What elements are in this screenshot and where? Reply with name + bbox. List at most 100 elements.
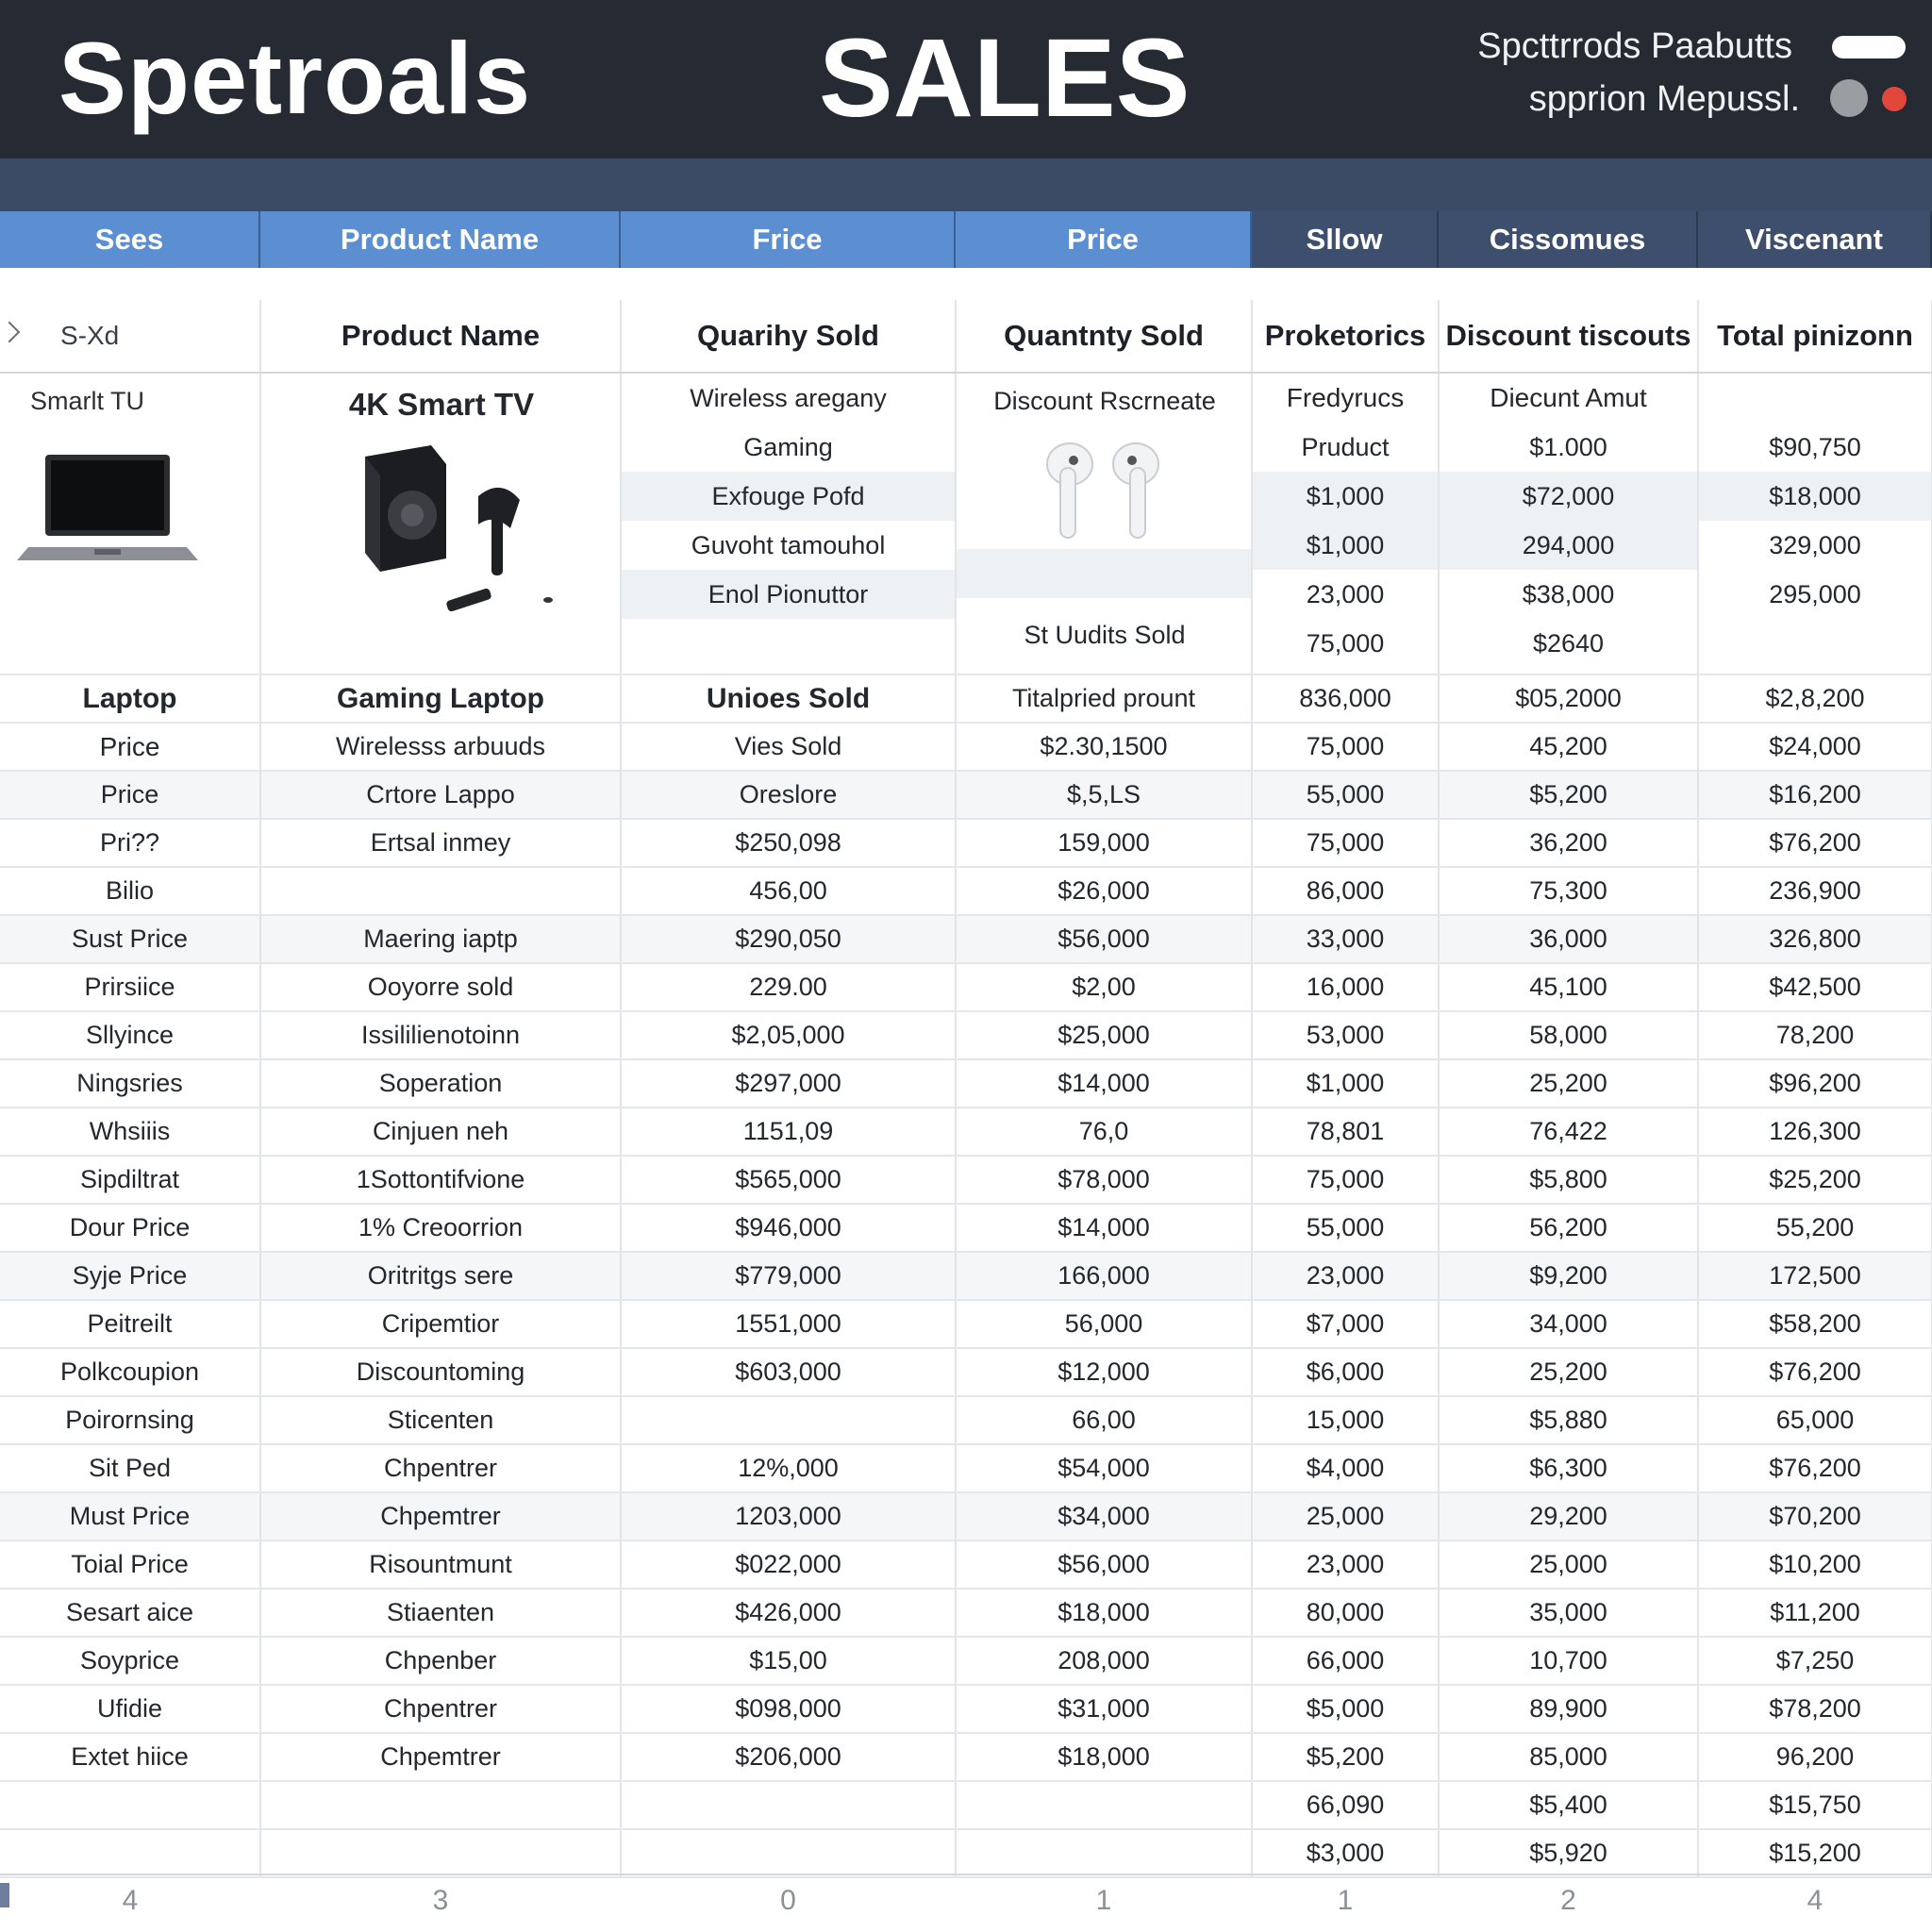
column-tabs: Sees Product Name Frice Price Sllow Ciss… (0, 211, 1932, 268)
table-cell: $25,000 (956, 1011, 1253, 1060)
tab-sees[interactable]: Sees (0, 211, 260, 268)
pager-indicator (0, 1883, 9, 1907)
table-cell (956, 1781, 1253, 1830)
table-cell: 326,800 (1698, 915, 1932, 964)
table-cell: $14,000 (956, 1059, 1253, 1108)
table-cell: 836,000 (1252, 675, 1440, 724)
table-cell: Poirornsing (0, 1396, 261, 1445)
table-row[interactable]: Pri?? Ertsal inmey $250,098 159,000 75,000 36… (0, 819, 1932, 868)
toggle-pill[interactable] (1832, 36, 1906, 58)
table-cell: $31,000 (956, 1685, 1253, 1734)
image-cell-values: Diecunt Amut $1.000 $72,000 294,000 $38,… (1439, 373, 1699, 675)
table-row[interactable]: Extet hiice Chpemtrer $206,000 $18,000 $5,20… (0, 1733, 1932, 1782)
tab-price[interactable]: Price (956, 211, 1252, 268)
table-row[interactable]: Sust Price Maering iaptp $290,050 $56,000 33… (0, 915, 1932, 964)
page-number[interactable]: 4 (1807, 1885, 1824, 1916)
table-row[interactable]: Ningsries Soperation $297,000 $14,000 $1,000… (0, 1059, 1932, 1108)
table-row[interactable]: Whsiiis Cinjuen neh 1151,09 76,0 78,801 76,42… (0, 1108, 1932, 1157)
page-number[interactable]: 1 (1337, 1885, 1354, 1916)
table-row[interactable]: Soyprice Chpenber $15,00 208,000 66,000 10,70… (0, 1637, 1932, 1686)
column-header[interactable]: Total pinizonn (1698, 300, 1932, 374)
table-cell: 1% Creoorrion (260, 1204, 622, 1253)
image-cell-list: Wireless aregany Gaming Exfouge Pofd Guv… (621, 373, 957, 675)
column-header[interactable]: Product Name (260, 300, 622, 374)
page-number[interactable]: 1 (1095, 1885, 1112, 1916)
table-cell: 65,000 (1698, 1396, 1932, 1445)
table-cell: 25,200 (1439, 1348, 1699, 1397)
table-cell (621, 1396, 957, 1445)
table-cell: $96,200 (1698, 1059, 1932, 1108)
table-cell: 35,000 (1439, 1589, 1699, 1638)
table-cell: Risountmunt (260, 1541, 622, 1590)
tab-frice[interactable]: Frice (621, 211, 956, 268)
table-row[interactable]: Sipdiltrat 1Sottontifvione $565,000 $78,000… (0, 1156, 1932, 1205)
table-row[interactable]: Laptop Gaming Laptop Unioes Sold Titalpried… (0, 675, 1932, 724)
table-cell: Sllyince (0, 1011, 261, 1060)
table-cell: $54,000 (956, 1444, 1253, 1493)
table-row[interactable]: Prirsiice Ooyorre sold 229.00 $2,00 16,000 45… (0, 963, 1932, 1012)
table-row[interactable]: Dour Price 1% Creoorrion $946,000 $14,000 55… (0, 1204, 1932, 1253)
table-row[interactable]: Ufidie Chpentrer $098,000 $31,000 $5,000 89,9… (0, 1685, 1932, 1734)
table-cell (260, 1781, 622, 1830)
column-header[interactable]: Proketorics (1252, 300, 1440, 374)
tab-customers[interactable]: Cissomues (1439, 211, 1698, 268)
list-item (1699, 619, 1930, 668)
table-row[interactable]: Syje Price Oritritgs sere $779,000 166,000 2… (0, 1252, 1932, 1301)
table-cell: $15,200 (1698, 1829, 1932, 1878)
page-number[interactable]: 0 (780, 1885, 796, 1916)
table-row[interactable]: Sesart aice Stiaenten $426,000 $18,000 80,00… (0, 1589, 1932, 1638)
table-cell: 75,000 (1252, 1156, 1440, 1205)
table-row[interactable]: Price Wirelesss arbuuds Vies Sold $2.30,150… (0, 723, 1932, 772)
table-cell: $15,00 (621, 1637, 957, 1686)
table-cell: $2,8,200 (1698, 675, 1932, 724)
table-cell: 75,000 (1252, 819, 1440, 868)
table-row[interactable]: Must Price Chpemtrer 1203,000 $34,000 25,000… (0, 1492, 1932, 1541)
table-cell: 36,200 (1439, 819, 1699, 868)
status-dot-grey[interactable] (1830, 79, 1868, 117)
column-header[interactable]: S-Xd (0, 300, 261, 374)
column-header[interactable]: Quantnty Sold (956, 300, 1253, 374)
table-cell: Polkcoupion (0, 1348, 261, 1397)
table-cell: Bilio (0, 867, 261, 916)
table-row[interactable]: Bilio 456,00 $26,000 86,000 75,300 236,900 (0, 867, 1932, 916)
tab-show[interactable]: Sllow (1252, 211, 1439, 268)
table-cell: 45,100 (1439, 963, 1699, 1012)
table-cell: Titalpried prount (956, 675, 1253, 724)
table-row[interactable]: 66,090 $5,400 $15,750 (0, 1781, 1932, 1830)
page-number[interactable]: 3 (432, 1885, 449, 1916)
table-cell: 29,200 (1439, 1492, 1699, 1541)
table-row[interactable]: Poirornsing Sticenten 66,00 15,000 $5,880 65,… (0, 1396, 1932, 1445)
table-cell: 75,300 (1439, 867, 1699, 916)
status-dot-red[interactable] (1882, 87, 1907, 111)
table-cell: $290,050 (621, 915, 957, 964)
table-row[interactable]: Price Crtore Lappo Oreslore $,5,LS 55,000 $5,… (0, 771, 1932, 820)
table-cell: 85,000 (1439, 1733, 1699, 1782)
table-cell: $297,000 (621, 1059, 957, 1108)
table-cell: $11,200 (1698, 1589, 1932, 1638)
image-caption: St Uudits Sold (1024, 621, 1186, 649)
table-row[interactable]: Peitreilt Cripemtior 1551,000 56,000 $7,000 3… (0, 1300, 1932, 1349)
header-subtitle-1: Spcttrrods Paabutts (1477, 26, 1792, 66)
tab-product-name[interactable]: Product Name (260, 211, 621, 268)
table-cell: 172,500 (1698, 1252, 1932, 1301)
table-cell: 55,200 (1698, 1204, 1932, 1253)
table-cell: 23,000 (1252, 1252, 1440, 1301)
table-cell: Prirsiice (0, 963, 261, 1012)
table-row[interactable]: Sit Ped Chpentrer 12%,000 $54,000 $4,000 $6,3… (0, 1444, 1932, 1493)
table-row[interactable]: Polkcoupion Discountoming $603,000 $12,000 $… (0, 1348, 1932, 1397)
column-header[interactable]: Discount tiscouts (1439, 300, 1699, 374)
header-subtitle-2: spprion Mepussl. (1528, 79, 1800, 119)
table-row[interactable]: $3,000 $5,920 $15,200 (0, 1829, 1932, 1878)
table-row[interactable]: Sllyince Issililienotoinn $2,05,000 $25,000… (0, 1011, 1932, 1060)
table-cell: $,5,LS (956, 771, 1253, 820)
column-header[interactable]: Quarihy Sold (621, 300, 957, 374)
table-row[interactable]: Toial Price Risountmunt $022,000 $56,000 23,… (0, 1541, 1932, 1590)
table-cell: $5,400 (1439, 1781, 1699, 1830)
table-cell: Whsiiis (0, 1108, 261, 1157)
page-number[interactable]: 2 (1560, 1885, 1576, 1916)
list-item: $18,000 (1699, 472, 1930, 521)
table-cell: Sesart aice (0, 1589, 261, 1638)
table-cell: $4,000 (1252, 1444, 1440, 1493)
tab-viscenant[interactable]: Viscenant (1698, 211, 1932, 268)
page-number[interactable]: 4 (122, 1885, 139, 1916)
